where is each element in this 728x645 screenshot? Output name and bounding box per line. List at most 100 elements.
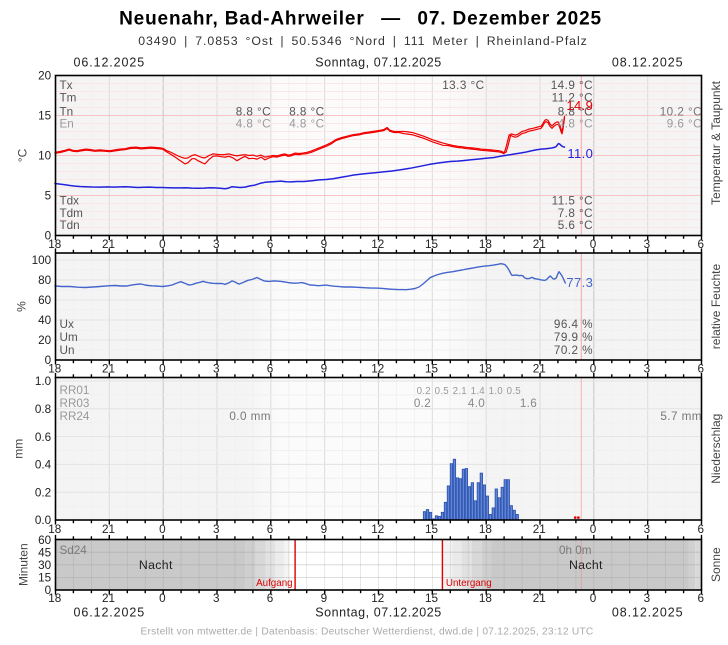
svg-text:1.0: 1.0: [35, 375, 52, 388]
svg-text:15: 15: [425, 523, 439, 536]
svg-text:77.3: 77.3: [566, 275, 593, 290]
svg-text:RR24: RR24: [60, 410, 90, 423]
svg-text:15: 15: [38, 572, 52, 585]
svg-text:1.0: 1.0: [489, 386, 504, 397]
svg-text:0.5: 0.5: [435, 386, 449, 397]
svg-text:14.9 °C: 14.9 °C: [551, 79, 593, 92]
svg-text:0.2: 0.2: [417, 386, 431, 397]
svg-text:4.8 °C: 4.8 °C: [289, 118, 324, 131]
svg-text:18: 18: [48, 238, 61, 251]
svg-text:4.8 °C: 4.8 °C: [558, 118, 593, 131]
svg-text:21: 21: [533, 592, 546, 605]
svg-text:18: 18: [479, 523, 492, 536]
svg-text:96.4 %: 96.4 %: [554, 318, 593, 331]
svg-text:Neuenahr, Bad-Ahrweiler — 07: Neuenahr, Bad-Ahrweiler — 07. Dezember 2…: [119, 8, 602, 29]
svg-text:100: 100: [32, 254, 52, 267]
svg-text:0: 0: [45, 354, 52, 367]
svg-text:10: 10: [38, 150, 52, 163]
svg-text:79.9 %: 79.9 %: [554, 331, 593, 344]
svg-text:RR03: RR03: [60, 397, 90, 410]
svg-text:5: 5: [45, 190, 52, 203]
svg-text:08.12.2025: 08.12.2025: [612, 606, 684, 620]
svg-text:3: 3: [213, 362, 220, 375]
svg-text:21: 21: [102, 238, 115, 251]
svg-text:3: 3: [213, 238, 220, 251]
svg-text:0.2: 0.2: [35, 486, 51, 499]
svg-text:Tn: Tn: [60, 105, 74, 118]
svg-text:8.8 °C: 8.8 °C: [558, 105, 593, 118]
svg-text:6: 6: [267, 362, 274, 375]
svg-text:18: 18: [479, 592, 492, 605]
svg-text:21: 21: [102, 523, 115, 536]
svg-text:7.8 °C: 7.8 °C: [558, 207, 593, 220]
svg-text:Tdm: Tdm: [60, 207, 83, 220]
svg-text:°C: °C: [16, 148, 30, 162]
svg-text:0.0 mm: 0.0 mm: [229, 410, 271, 423]
svg-text:Sonntag, 07.12.2025: Sonntag, 07.12.2025: [315, 55, 442, 69]
svg-text:03490 | 7.0853 °Ost | 50.5: 03490 | 7.0853 °Ost | 50.5346 °Nord | 11…: [138, 34, 588, 48]
svg-text:0.5: 0.5: [507, 386, 521, 397]
svg-text:0.4: 0.4: [35, 459, 52, 472]
svg-text:3: 3: [644, 592, 651, 605]
svg-text:06.12.2025: 06.12.2025: [74, 55, 146, 69]
svg-text:15: 15: [425, 592, 439, 605]
svg-text:3: 3: [213, 523, 220, 536]
svg-text:6: 6: [697, 523, 704, 536]
svg-text:40: 40: [38, 314, 52, 327]
svg-text:Erstellt von mtwetter.de | Dat: Erstellt von mtwetter.de | Datenbasis: D…: [140, 627, 593, 638]
svg-text:15: 15: [425, 362, 439, 375]
svg-text:%: %: [15, 301, 29, 312]
svg-text:0: 0: [590, 362, 597, 375]
svg-text:0: 0: [159, 592, 166, 605]
svg-text:Tdx: Tdx: [60, 195, 80, 208]
svg-text:Nacht: Nacht: [569, 558, 603, 572]
svg-text:En: En: [60, 118, 74, 131]
svg-text:8.8 °C: 8.8 °C: [289, 105, 324, 118]
svg-text:0: 0: [45, 584, 52, 597]
svg-text:3: 3: [644, 523, 651, 536]
svg-text:0h 0m: 0h 0m: [559, 544, 591, 557]
svg-text:6: 6: [697, 238, 704, 251]
svg-text:10.2 °C: 10.2 °C: [660, 105, 702, 118]
svg-text:20: 20: [38, 70, 52, 83]
svg-text:9: 9: [321, 238, 328, 251]
svg-text:Tdn: Tdn: [60, 219, 80, 232]
svg-text:3: 3: [644, 362, 651, 375]
svg-text:12: 12: [371, 523, 384, 536]
svg-text:21: 21: [102, 592, 115, 605]
svg-text:Sd24: Sd24: [60, 544, 88, 557]
svg-text:18: 18: [479, 238, 492, 251]
svg-text:6: 6: [267, 238, 274, 251]
svg-text:9: 9: [321, 592, 328, 605]
svg-text:6: 6: [267, 592, 274, 605]
svg-text:5.7 mm: 5.7 mm: [660, 410, 702, 423]
svg-text:Minuten: Minuten: [17, 543, 31, 586]
svg-text:12: 12: [371, 592, 384, 605]
svg-text:11.2 °C: 11.2 °C: [552, 91, 593, 104]
svg-text:3: 3: [644, 238, 651, 251]
svg-text:18: 18: [48, 362, 61, 375]
svg-text:0: 0: [590, 523, 597, 536]
svg-text:Aufgang: Aufgang: [256, 578, 293, 589]
svg-text:0: 0: [159, 362, 166, 375]
svg-text:9: 9: [321, 362, 328, 375]
svg-text:0.8: 0.8: [35, 403, 51, 416]
svg-text:70.2 %: 70.2 %: [554, 344, 593, 357]
svg-text:Ux: Ux: [60, 318, 74, 331]
svg-text:11.0: 11.0: [567, 146, 593, 161]
svg-text:Un: Un: [60, 344, 75, 357]
svg-text:Temperatur & Taupunkt: Temperatur & Taupunkt: [709, 80, 723, 205]
svg-text:0.2: 0.2: [414, 397, 431, 410]
svg-text:15: 15: [38, 110, 52, 123]
svg-text:2.1: 2.1: [453, 386, 467, 397]
svg-text:mm: mm: [12, 439, 26, 459]
svg-text:Tx: Tx: [60, 79, 73, 92]
svg-text:0: 0: [45, 230, 52, 243]
svg-text:5.6 °C: 5.6 °C: [558, 219, 593, 232]
svg-text:1.6: 1.6: [520, 397, 537, 410]
svg-text:80: 80: [38, 274, 52, 287]
svg-text:9.6 °C: 9.6 °C: [667, 118, 702, 131]
svg-text:0: 0: [159, 238, 166, 251]
svg-text:Sonntag, 07.12.2025: Sonntag, 07.12.2025: [315, 606, 442, 620]
svg-text:21: 21: [533, 238, 546, 251]
